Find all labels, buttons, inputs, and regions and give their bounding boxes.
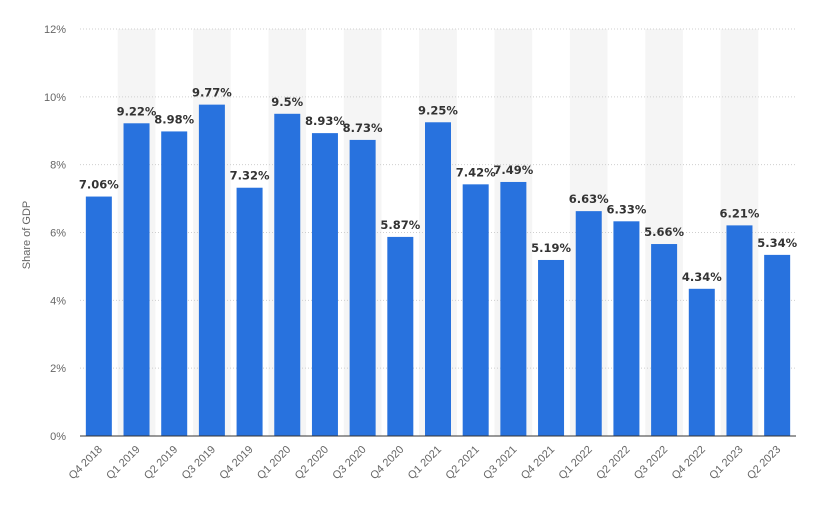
bar[interactable] [349, 139, 376, 436]
y-axis-ticks: 0% 2% 4% 6% 8% 10% 12% [44, 24, 66, 443]
bar[interactable] [85, 196, 112, 436]
bar[interactable] [387, 236, 414, 436]
bar[interactable] [123, 123, 150, 436]
y-axis-title: Share of GDP [21, 201, 33, 269]
bar[interactable] [688, 288, 715, 436]
data-label: 4.34% [682, 270, 722, 284]
data-label: 5.66% [644, 225, 684, 239]
x-tick-label: Q1 2020 [255, 444, 293, 482]
data-label: 7.49% [493, 163, 533, 177]
y-tick-label: 10% [44, 92, 66, 104]
bar[interactable] [462, 184, 489, 436]
data-label: 8.73% [343, 121, 383, 135]
x-axis-ticks: Q4 2018 Q1 2019 Q2 2019 Q3 2019 Q4 2019 Q1 20… [67, 444, 784, 482]
x-tick-label: Q3 2022 [632, 444, 670, 482]
data-label: 7.06% [79, 178, 119, 192]
y-tick-label: 0% [50, 431, 66, 443]
bar[interactable] [425, 122, 451, 436]
data-label: 9.22% [117, 104, 157, 118]
x-tick-label: Q3 2021 [481, 444, 519, 482]
x-tick-label: Q2 2023 [745, 444, 783, 482]
y-tick-label: 2% [50, 363, 66, 375]
data-label: 9.25% [418, 103, 458, 117]
x-tick-label: Q2 2019 [142, 444, 180, 482]
x-tick-label: Q2 2022 [594, 444, 632, 482]
bar[interactable] [538, 259, 565, 436]
x-tick-label: Q1 2023 [707, 444, 745, 482]
bar[interactable] [726, 225, 753, 436]
x-tick-label: Q3 2019 [180, 444, 218, 482]
y-tick-label: 12% [44, 24, 66, 36]
bar[interactable] [651, 244, 678, 436]
y-tick-label: 4% [50, 295, 66, 307]
data-label: 6.33% [606, 202, 646, 216]
x-tick-label: Q1 2021 [406, 444, 444, 482]
x-tick-label: Q4 2022 [670, 444, 708, 482]
bar[interactable] [575, 211, 602, 436]
bar[interactable] [274, 113, 301, 437]
bar[interactable] [161, 131, 188, 436]
bar[interactable] [198, 104, 225, 437]
data-labels: 7.06% 9.22%8.98% 9.77% 7.32% 9.5%8.93%8.73% 5… [79, 86, 798, 284]
bar[interactable] [236, 187, 263, 436]
x-tick-label: Q4 2019 [217, 444, 255, 482]
data-label: 7.42% [456, 165, 496, 179]
data-label: 6.63% [569, 192, 609, 206]
bar[interactable] [764, 254, 791, 436]
x-tick-label: Q2 2021 [443, 444, 481, 482]
x-tick-label: Q4 2018 [67, 444, 105, 482]
data-label: 7.32% [230, 169, 270, 183]
x-tick-label: Q2 2020 [293, 444, 331, 482]
x-tick-label: Q3 2020 [330, 444, 368, 482]
x-tick-label: Q4 2021 [519, 444, 557, 482]
bar[interactable] [613, 221, 640, 436]
data-label: 8.93% [305, 114, 345, 128]
data-label: 5.34% [757, 236, 797, 250]
bar[interactable] [311, 133, 338, 437]
bars [85, 104, 791, 437]
data-label: 9.77% [192, 86, 232, 100]
x-tick-label: Q1 2019 [104, 444, 142, 482]
x-tick-label: Q4 2020 [368, 444, 406, 482]
x-tick-label: Q1 2022 [557, 444, 595, 482]
data-label: 8.98% [154, 112, 194, 126]
data-label: 5.87% [380, 218, 420, 232]
bar[interactable] [500, 181, 527, 436]
y-tick-label: 6% [50, 228, 66, 240]
y-tick-label: 8% [50, 160, 66, 172]
data-label: 5.19% [531, 241, 571, 255]
data-label: 6.21% [720, 206, 760, 220]
data-label: 9.5% [271, 95, 303, 109]
